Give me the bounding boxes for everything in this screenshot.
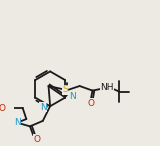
Text: O: O	[34, 135, 41, 144]
Text: N: N	[14, 118, 21, 127]
Text: NH: NH	[100, 83, 114, 92]
Text: N: N	[69, 92, 76, 101]
Text: O: O	[0, 104, 5, 113]
Text: N: N	[40, 103, 47, 112]
Text: S: S	[62, 85, 68, 94]
Text: O: O	[87, 99, 94, 108]
